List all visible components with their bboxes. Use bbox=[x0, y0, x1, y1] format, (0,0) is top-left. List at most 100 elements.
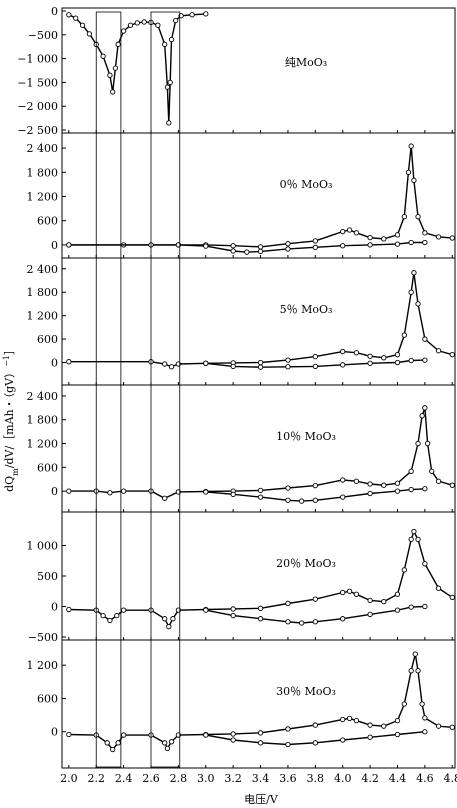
data-point bbox=[346, 227, 353, 233]
y-tick-label: 500 bbox=[37, 570, 58, 583]
y-tick-label: −1 500 bbox=[17, 76, 58, 89]
data-point bbox=[381, 236, 387, 242]
data-point bbox=[115, 41, 121, 47]
data-point bbox=[367, 722, 373, 728]
x-tick-label: 4.8 bbox=[444, 772, 457, 785]
panel-label: 30％ MoO₃ bbox=[276, 685, 336, 698]
data-point bbox=[285, 497, 291, 503]
x-tick-label: 4.6 bbox=[416, 772, 434, 785]
data-point bbox=[346, 715, 353, 722]
data-point bbox=[394, 232, 401, 238]
x-tick-label: 4.4 bbox=[389, 772, 407, 785]
x-tick-label: 2.2 bbox=[87, 772, 105, 785]
data-point bbox=[411, 528, 417, 535]
x-tick-label: 2.8 bbox=[170, 772, 188, 785]
data-point bbox=[168, 36, 175, 43]
y-tick-label: 1 800 bbox=[27, 166, 59, 179]
data-point bbox=[66, 731, 72, 738]
data-point bbox=[230, 248, 236, 254]
y-tick-label: 0 bbox=[51, 239, 58, 252]
panel-label: 20％ MoO₃ bbox=[276, 557, 336, 570]
highlight-boxes bbox=[95, 11, 181, 768]
panel-1: 0 600 1 200 1 800 2 400 0％ MoO₃ bbox=[27, 132, 456, 259]
y-tick-label: −500 bbox=[28, 29, 58, 42]
y-axis-label-part: /dV/［mAh・（gV） bbox=[3, 367, 16, 468]
data-point bbox=[408, 143, 414, 149]
data-point bbox=[115, 740, 121, 746]
y-tick-label: −2 500 bbox=[17, 124, 58, 137]
data-point bbox=[66, 488, 72, 494]
data-point bbox=[415, 536, 421, 543]
x-tick-label: 2.0 bbox=[60, 772, 78, 785]
data-point bbox=[66, 242, 72, 248]
data-point bbox=[367, 360, 373, 366]
data-point bbox=[415, 214, 421, 220]
data-point bbox=[257, 740, 264, 746]
data-point bbox=[312, 722, 318, 728]
y-tick-label: 1 800 bbox=[27, 286, 59, 299]
data-point bbox=[367, 490, 373, 497]
data-point bbox=[86, 31, 93, 37]
data-point bbox=[155, 22, 161, 28]
data-point bbox=[203, 243, 209, 249]
x-axis-label: 电压/V bbox=[244, 793, 279, 806]
data-point bbox=[127, 22, 134, 28]
data-point bbox=[408, 239, 414, 246]
data-point bbox=[312, 363, 318, 370]
panel-label: 纯MoO₃ bbox=[285, 56, 327, 69]
data-point bbox=[112, 65, 119, 71]
data-point bbox=[381, 355, 387, 361]
y-tick-label: 1 000 bbox=[27, 540, 59, 553]
data-point bbox=[394, 488, 401, 494]
data-point bbox=[422, 405, 428, 411]
data-point bbox=[449, 352, 455, 358]
data-point bbox=[107, 490, 113, 496]
x-tick-label: 3.0 bbox=[197, 772, 215, 785]
data-point bbox=[394, 607, 401, 613]
data-point bbox=[164, 84, 171, 90]
data-point bbox=[164, 745, 171, 752]
x-tick-label: 3.6 bbox=[279, 772, 297, 785]
data-point bbox=[285, 619, 291, 625]
data-point bbox=[449, 235, 455, 241]
data-point bbox=[435, 585, 442, 591]
data-point bbox=[419, 701, 425, 707]
data-point bbox=[168, 364, 175, 370]
data-point bbox=[312, 619, 318, 625]
data-point bbox=[422, 561, 428, 567]
data-point bbox=[411, 270, 417, 276]
data-point bbox=[257, 248, 264, 255]
series-line bbox=[68, 529, 453, 629]
data-point bbox=[244, 249, 250, 255]
data-point bbox=[312, 596, 318, 602]
data-point bbox=[405, 169, 412, 175]
data-point bbox=[367, 235, 373, 241]
data-point bbox=[162, 616, 168, 622]
data-point bbox=[162, 361, 168, 367]
data-point bbox=[257, 605, 264, 611]
data-point bbox=[367, 734, 373, 740]
data-point bbox=[66, 359, 72, 365]
data-point bbox=[367, 353, 373, 359]
data-point bbox=[162, 495, 168, 501]
highlight-box bbox=[150, 11, 181, 768]
data-point bbox=[230, 731, 236, 737]
data-point bbox=[162, 740, 168, 746]
y-axis-label-part: dQ bbox=[3, 476, 16, 492]
panel-label: 0％ MoO₃ bbox=[280, 178, 333, 191]
x-tick-label: 2.4 bbox=[115, 772, 133, 785]
data-point bbox=[230, 243, 236, 249]
data-point bbox=[312, 482, 318, 489]
y-tick-label: 1 200 bbox=[27, 191, 59, 204]
data-point bbox=[422, 603, 428, 610]
data-point bbox=[422, 357, 428, 363]
data-point bbox=[134, 20, 140, 26]
y-tick-label: 1 200 bbox=[27, 659, 59, 672]
data-point bbox=[312, 740, 318, 746]
data-point bbox=[408, 357, 414, 364]
panel-3: 0 600 1 200 1 800 2 400 10％ MoO₃ bbox=[27, 384, 456, 513]
x-tick-label: 2.6 bbox=[142, 772, 160, 785]
data-point bbox=[415, 301, 421, 307]
data-point bbox=[100, 613, 106, 619]
y-tick-label: 0 bbox=[51, 485, 58, 498]
